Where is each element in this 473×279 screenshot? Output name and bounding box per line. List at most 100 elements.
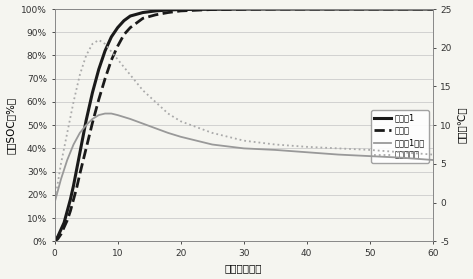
实施例1温升	[55, 189, 61, 193]
Y-axis label: 温升（℃）: 温升（℃）	[457, 107, 467, 143]
实施例1	[83, 119, 89, 122]
对比例温升	[55, 182, 61, 185]
对比例	[89, 121, 95, 124]
对比例	[52, 240, 57, 243]
对比例温升	[165, 112, 171, 115]
对比例温升	[115, 58, 121, 61]
对比例	[210, 8, 215, 11]
实施例1	[115, 26, 121, 29]
Line: 实施例1: 实施例1	[54, 9, 433, 241]
实施例1温升	[89, 117, 95, 121]
实施例1	[108, 35, 114, 39]
实施例1	[89, 91, 95, 94]
实施例1温升	[335, 153, 341, 156]
实施例1	[102, 49, 108, 52]
Line: 实施例1温升: 实施例1温升	[54, 114, 433, 203]
实施例1温升	[178, 135, 184, 138]
实施例1温升	[430, 158, 436, 162]
对比例温升	[398, 151, 404, 154]
对比例温升	[70, 100, 76, 104]
对比例	[398, 7, 404, 11]
对比例温升	[83, 54, 89, 57]
实施例1	[61, 221, 67, 224]
对比例温升	[272, 143, 278, 146]
实施例1	[178, 8, 184, 11]
对比例	[153, 13, 158, 16]
实施例1	[55, 235, 61, 238]
对比例温升	[140, 89, 146, 92]
实施例1	[121, 19, 127, 22]
实施例1	[58, 228, 64, 231]
对比例	[108, 59, 114, 62]
对比例温升	[108, 50, 114, 53]
实施例1温升	[115, 114, 121, 117]
Line: 对比例温升: 对比例温升	[54, 40, 433, 203]
对比例	[430, 7, 436, 11]
实施例1温升	[304, 151, 309, 154]
对比例	[178, 9, 184, 13]
实施例1	[272, 7, 278, 11]
实施例1	[96, 68, 102, 71]
对比例	[55, 237, 61, 240]
对比例温升	[58, 162, 64, 165]
对比例	[96, 98, 102, 101]
实施例1温升	[58, 178, 64, 181]
实施例1温升	[102, 112, 108, 115]
实施例1温升	[165, 131, 171, 134]
对比例	[74, 186, 79, 189]
对比例温升	[335, 147, 341, 150]
实施例1	[127, 14, 133, 18]
对比例	[70, 198, 76, 201]
对比例	[367, 7, 373, 11]
对比例温升	[153, 100, 158, 104]
对比例	[335, 7, 341, 11]
实施例1温升	[70, 143, 76, 146]
实施例1	[153, 9, 158, 13]
对比例温升	[52, 201, 57, 204]
实施例1	[241, 7, 246, 11]
对比例	[304, 7, 309, 11]
实施例1温升	[77, 131, 83, 134]
对比例温升	[430, 153, 436, 156]
对比例温升	[77, 73, 83, 76]
对比例	[83, 147, 89, 150]
实施例1	[335, 7, 341, 11]
对比例温升	[304, 145, 309, 148]
对比例温升	[127, 73, 133, 76]
对比例	[68, 210, 73, 213]
实施例1	[210, 8, 215, 11]
实施例1温升	[367, 155, 373, 158]
实施例1	[140, 11, 146, 14]
实施例1温升	[272, 148, 278, 151]
实施例1温升	[83, 124, 89, 127]
实施例1温升	[153, 127, 158, 130]
实施例1温升	[108, 112, 114, 115]
对比例	[115, 45, 121, 48]
实施例1	[398, 7, 404, 11]
实施例1	[77, 151, 83, 155]
实施例1	[64, 210, 70, 213]
对比例	[272, 7, 278, 11]
对比例	[241, 8, 246, 11]
实施例1	[430, 7, 436, 11]
实施例1	[165, 8, 171, 12]
对比例温升	[96, 38, 102, 42]
实施例1温升	[52, 201, 57, 204]
对比例温升	[178, 120, 184, 123]
实施例1温升	[64, 158, 70, 162]
Y-axis label: 充电SOC（%）: 充电SOC（%）	[6, 97, 16, 154]
Line: 对比例: 对比例	[54, 9, 433, 241]
对比例	[127, 26, 133, 29]
实施例1温升	[398, 156, 404, 159]
对比例	[61, 226, 67, 229]
Legend: 实施例1, 对比例, 实施例1温升, 对比例温升: 实施例1, 对比例, 实施例1温升, 对比例温升	[371, 110, 429, 163]
实施例1	[304, 7, 309, 11]
对比例温升	[102, 42, 108, 45]
对比例	[102, 77, 108, 80]
实施例1温升	[140, 122, 146, 125]
对比例温升	[64, 131, 70, 134]
实施例1温升	[127, 117, 133, 121]
X-axis label: 时间（分钟）: 时间（分钟）	[225, 263, 263, 273]
实施例1	[70, 184, 76, 187]
对比例	[140, 17, 146, 20]
